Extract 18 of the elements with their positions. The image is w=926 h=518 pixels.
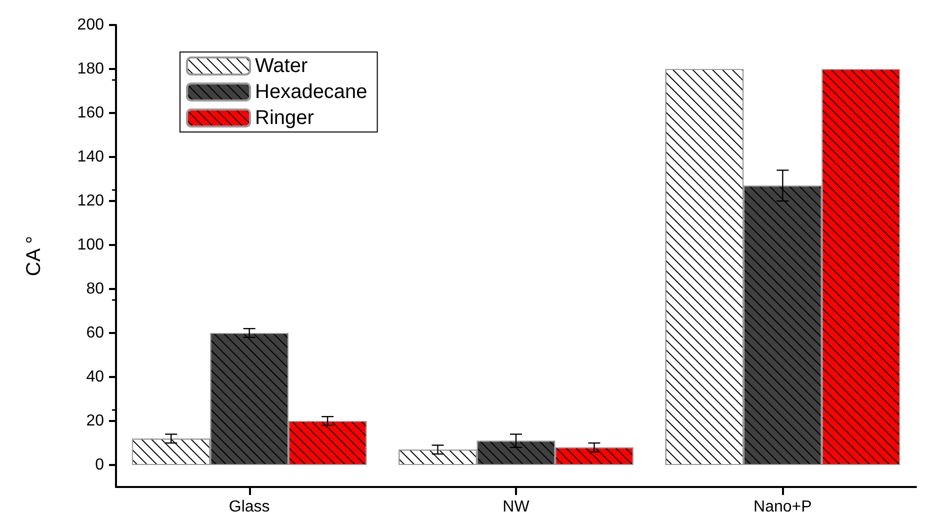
y-tick-label: 0: [95, 456, 104, 474]
y-tick-label: 20: [86, 412, 104, 430]
y-tick-label: 120: [77, 192, 104, 210]
y-axis-title: CA °: [23, 236, 45, 276]
y-tick-label: 40: [86, 368, 104, 386]
y-tick-label: 140: [77, 148, 104, 166]
y-tick-label: 80: [86, 280, 104, 298]
y-tick-label: 200: [77, 16, 104, 34]
y-tick-label: 180: [77, 60, 104, 78]
y-tick-label: 60: [86, 324, 104, 342]
legend-label: Ringer: [255, 107, 314, 129]
legend-label: Water: [255, 55, 308, 77]
x-tick-label: Nano+P: [754, 498, 812, 516]
y-tick-label: 100: [77, 236, 104, 254]
legend-label: Hexadecane: [255, 81, 368, 103]
y-tick-label: 160: [77, 104, 104, 122]
x-tick-label: Glass: [228, 498, 270, 516]
x-tick-label: NW: [502, 498, 530, 516]
